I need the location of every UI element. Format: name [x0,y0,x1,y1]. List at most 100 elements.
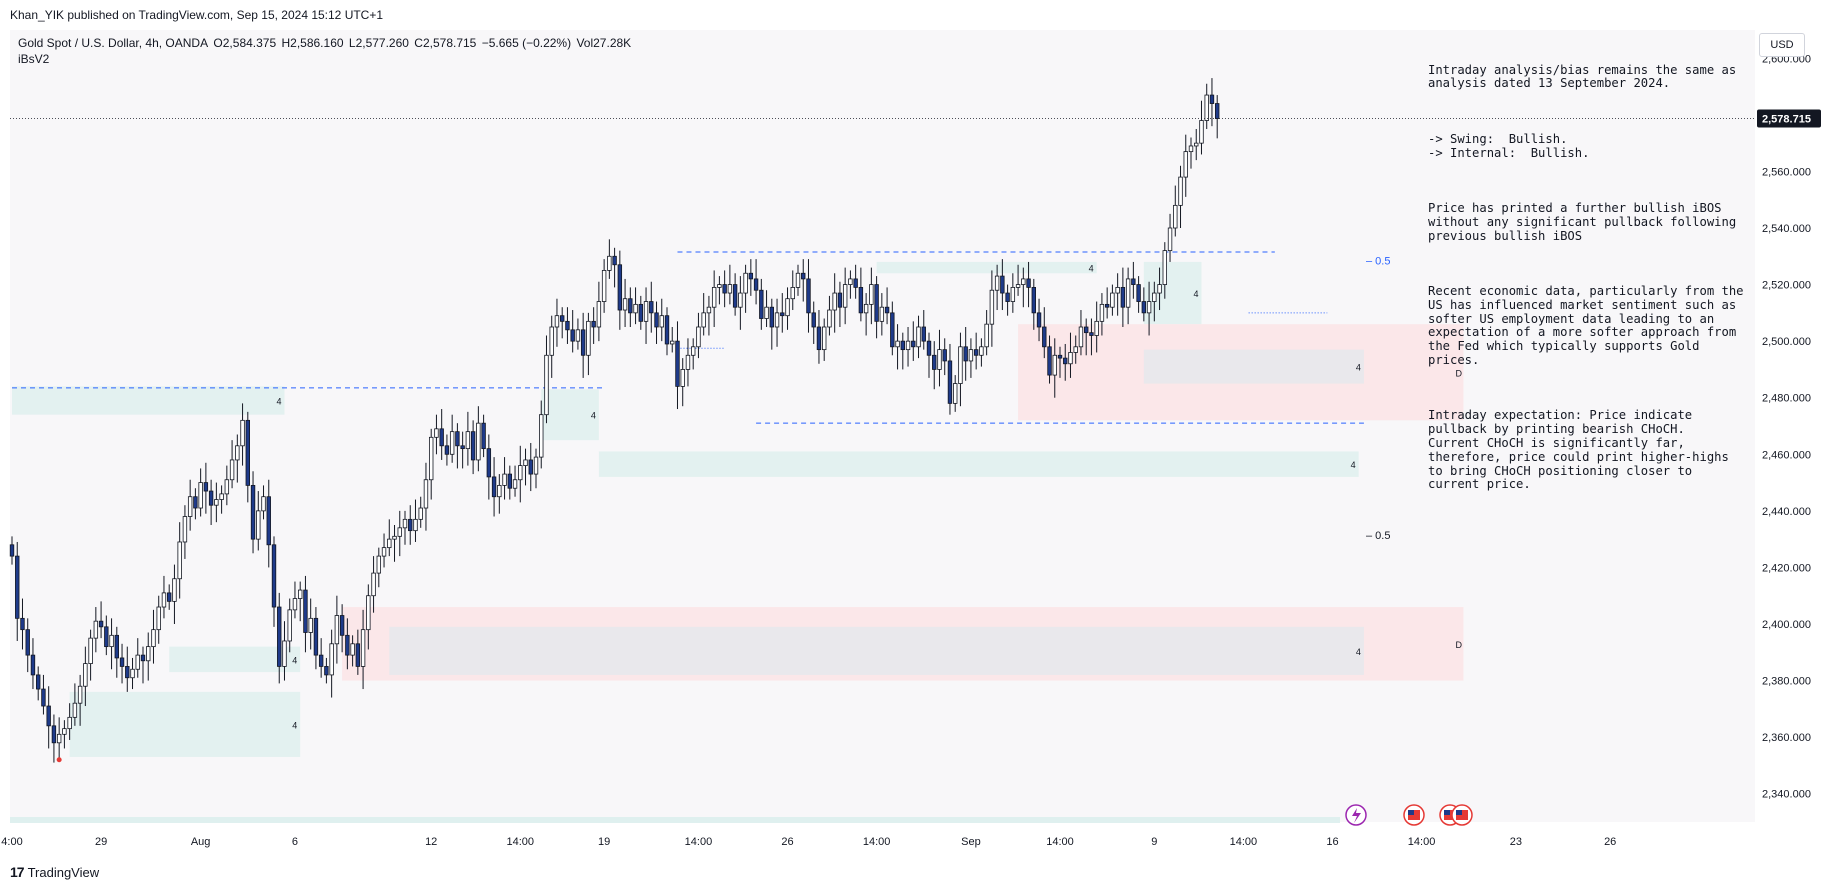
candle[interactable] [743,272,748,294]
candle[interactable] [848,278,853,285]
indicator-name[interactable]: iBsV2 [18,52,50,66]
candle[interactable] [874,284,879,322]
candle[interactable] [942,349,947,362]
candle[interactable] [256,510,261,540]
candle[interactable] [528,459,533,475]
candle[interactable] [968,349,974,362]
candle[interactable] [947,360,953,404]
grey-zone[interactable] [389,626,1364,675]
candle[interactable] [963,346,968,362]
candle[interactable] [622,298,628,311]
candle[interactable] [512,479,518,489]
candle[interactable] [46,705,51,727]
candle[interactable] [1183,151,1188,178]
candle[interactable] [125,666,130,679]
candle[interactable] [130,668,135,679]
candle[interactable] [816,326,822,351]
candle[interactable] [822,326,827,351]
candle[interactable] [905,340,911,351]
candle[interactable] [287,609,292,642]
candle[interactable] [549,326,554,356]
candle[interactable] [790,286,795,300]
candle[interactable] [366,595,371,631]
candle[interactable] [376,555,381,574]
candle[interactable] [586,320,591,356]
candle[interactable] [1146,301,1152,314]
candle[interactable] [428,436,434,481]
candle[interactable] [229,459,235,481]
candle[interactable] [926,340,932,356]
candle[interactable] [617,264,623,311]
candle[interactable] [811,312,816,328]
candle[interactable] [476,422,481,461]
candle[interactable] [413,518,418,532]
candle[interactable] [1010,286,1016,302]
candle[interactable] [1057,354,1063,359]
candle[interactable] [806,278,811,314]
candle[interactable] [444,445,450,455]
currency-button[interactable]: USD [1759,33,1805,57]
candle[interactable] [67,716,72,730]
candle[interactable] [1173,204,1178,229]
candle[interactable] [759,289,764,319]
candle[interactable] [670,340,675,345]
candle[interactable] [801,272,806,280]
candle[interactable] [1115,286,1120,294]
candle[interactable] [334,615,340,645]
candle[interactable] [208,490,214,506]
candle[interactable] [1131,278,1136,285]
demand-zone[interactable] [876,261,1097,274]
candle[interactable] [397,527,402,537]
candle[interactable] [166,592,172,602]
candle[interactable] [1084,326,1089,334]
candle[interactable] [1021,278,1026,285]
candle[interactable] [932,354,937,370]
candle[interactable] [911,340,916,348]
candle[interactable] [449,431,455,455]
candle[interactable] [722,284,727,294]
candle[interactable] [701,312,706,328]
candle[interactable] [1104,303,1110,308]
candle[interactable] [979,346,984,356]
candle[interactable] [381,547,387,557]
candle[interactable] [879,306,885,322]
candle[interactable] [706,306,712,314]
candle[interactable] [1178,176,1183,206]
candle[interactable] [575,329,581,342]
candle[interactable] [1052,354,1057,376]
demand-zone[interactable] [12,386,285,415]
candle[interactable] [869,284,874,305]
candle[interactable] [439,428,444,447]
candle[interactable] [313,617,319,656]
candle[interactable] [203,482,209,492]
candle[interactable] [732,284,738,308]
candle[interactable] [455,431,460,447]
candle[interactable] [900,340,905,351]
candle[interactable] [853,278,858,288]
candle[interactable] [691,346,696,356]
candle[interactable] [696,326,701,348]
candle[interactable] [937,349,942,370]
candle[interactable] [1068,352,1073,365]
candle[interactable] [607,255,612,271]
candle[interactable] [842,284,848,308]
candle[interactable] [795,272,801,288]
candle[interactable] [481,422,486,450]
candle[interactable] [774,312,780,328]
candle[interactable] [1188,145,1194,153]
candle[interactable] [727,284,733,294]
candle[interactable] [219,493,224,500]
demand-zone[interactable] [69,691,301,757]
candle[interactable] [30,654,36,676]
candle[interactable] [41,688,46,707]
grey-zone[interactable] [1143,349,1364,384]
candle[interactable] [518,465,523,481]
candle[interactable] [680,369,685,387]
candle[interactable] [994,275,1000,291]
candle[interactable] [282,640,287,667]
candle[interactable] [764,306,769,319]
candle[interactable] [187,496,193,517]
candle[interactable] [633,303,638,314]
candle[interactable] [1215,103,1220,119]
candle[interactable] [685,354,691,370]
